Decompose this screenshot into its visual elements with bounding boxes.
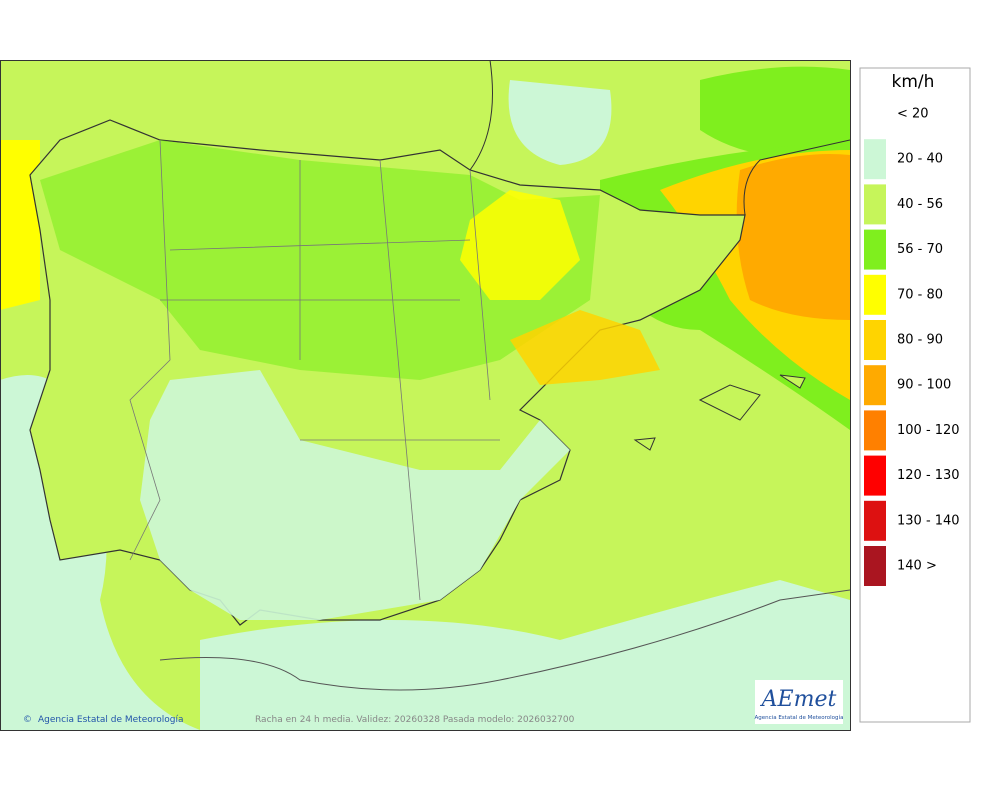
- map-frame: [0, 60, 851, 731]
- legend-unit: km/h: [892, 72, 935, 92]
- legend-swatch: [864, 410, 886, 451]
- credit: Agencia Estatal de Meteorología: [38, 715, 184, 725]
- legend: < 20 20 - 40 40 - 56 56 - 70 70 - 80 80 - 90 9…: [864, 94, 960, 586]
- logo: [755, 680, 843, 724]
- legend-label: 130 - 140: [897, 513, 960, 528]
- legend-label: 100 - 120: [897, 423, 960, 438]
- copyright-icon: ©: [23, 715, 32, 725]
- logo-subtitle: Agencia Estatal de Meteorología: [755, 714, 844, 721]
- zone: [200, 580, 850, 730]
- legend-label: 70 - 80: [897, 287, 943, 302]
- coast: [469, 60, 850, 216]
- legend-label: < 20: [897, 107, 929, 122]
- caption: Racha en 24 h media. Validez: 20260328 P…: [255, 715, 575, 725]
- borders: [129, 139, 500, 601]
- legend-label: 56 - 70: [897, 242, 943, 257]
- zone: [700, 66, 850, 157]
- legend-label: 90 - 100: [897, 378, 951, 393]
- zone: [508, 80, 612, 165]
- legend-swatch: [864, 500, 886, 541]
- logo-name: AEmet: [760, 687, 837, 712]
- zone: [736, 154, 850, 320]
- legend-label: 20 - 40: [897, 152, 943, 167]
- legend-label: 120 - 130: [897, 468, 960, 483]
- legend-swatch: [864, 274, 886, 315]
- legend-swatch: [864, 365, 886, 406]
- legend-label: 40 - 56: [897, 197, 943, 212]
- zone: [0, 140, 40, 310]
- zone: [140, 370, 570, 620]
- legend-swatch: [864, 546, 886, 586]
- legend-swatch: [864, 139, 886, 180]
- legend-label: 140 >: [897, 559, 937, 574]
- legend-swatch: [864, 94, 886, 134]
- islands: [633, 374, 806, 451]
- legend-label: 80 - 90: [897, 333, 943, 348]
- legend-swatch: [864, 229, 886, 270]
- legend-swatch: [864, 320, 886, 360]
- zone: [510, 310, 660, 385]
- legend-swatch: [864, 184, 886, 225]
- legend-swatch: [864, 455, 886, 496]
- zone: [40, 140, 600, 380]
- coast: [159, 589, 850, 691]
- zone: [460, 190, 580, 300]
- map: [0, 60, 850, 730]
